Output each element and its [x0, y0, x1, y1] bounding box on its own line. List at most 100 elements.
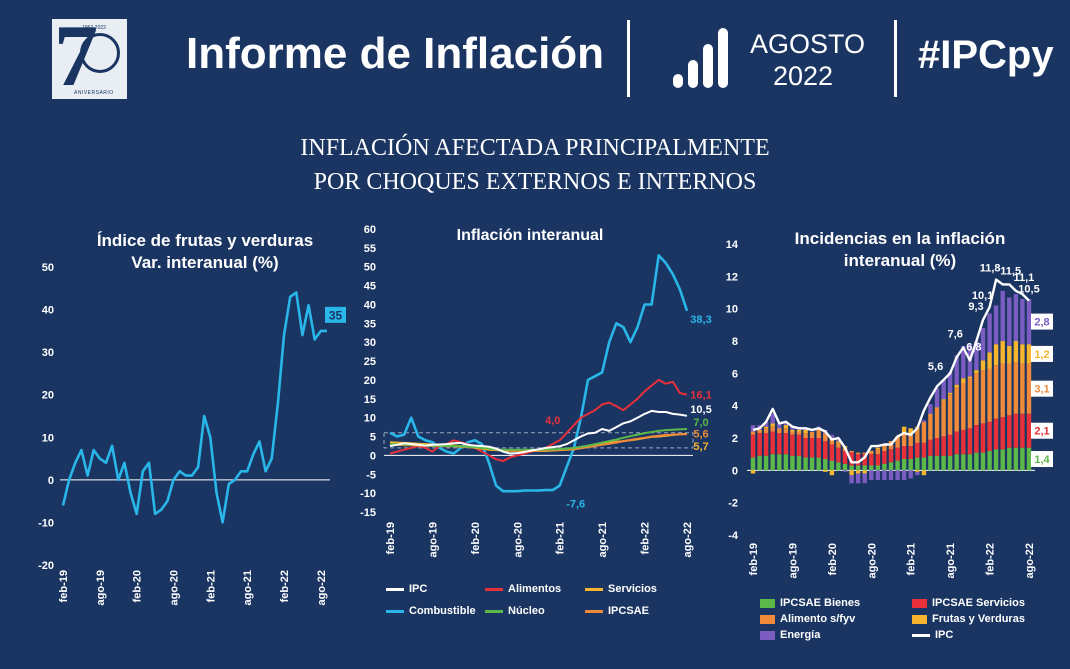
bar-segment: [849, 475, 854, 484]
legend-swatch: [912, 633, 930, 637]
bar-segment: [954, 355, 959, 385]
x-tick-label: feb-21: [555, 522, 567, 554]
chart3-subtitle: interanual (%): [843, 251, 957, 270]
bar-segment: [941, 455, 946, 471]
bar-segment: [823, 459, 828, 471]
bar-segment: [987, 421, 992, 451]
x-tick-label: feb-19: [385, 522, 397, 554]
bar-segment: [921, 421, 927, 443]
legend-ipc-line: IPC: [912, 629, 953, 641]
bar-segment: [763, 428, 769, 434]
y-tick-label: 40: [364, 299, 376, 311]
report-date: AGOSTO 2022: [750, 28, 865, 92]
headline: INFLACIÓN AFECTADA PRINCIPALMENTE POR CH…: [0, 131, 1070, 199]
bar-segment: [777, 433, 782, 455]
bar-segment: [1000, 417, 1005, 450]
bar-segment: [980, 423, 986, 453]
legend-swatch: [585, 609, 603, 613]
bar-segment: [829, 434, 835, 438]
bar-segment: [770, 426, 775, 432]
y-tick-label: 14: [726, 239, 739, 251]
y-tick-label: 0: [732, 465, 738, 477]
bar-segment: [829, 438, 835, 445]
x-tick-label: ago-20: [866, 543, 878, 578]
legend-nucleo: Núcleo: [485, 605, 545, 617]
x-tick-label: feb-21: [906, 543, 918, 575]
bar-segment: [862, 465, 867, 471]
bar-segment: [934, 387, 940, 408]
y-tick-label: 2: [732, 433, 738, 445]
bar-segment: [941, 379, 946, 400]
bar-segment: [901, 446, 907, 459]
bar-segment: [934, 407, 940, 408]
anniversary-logo: 7 1952-2022 ANIVERSARIO: [52, 13, 127, 101]
bar-segment: [1020, 344, 1025, 364]
bar-segment: [869, 450, 874, 455]
y-tick-label: 8: [732, 336, 738, 348]
x-tick-label: ago-20: [512, 522, 524, 557]
legend-swatch: [760, 630, 775, 640]
x-tick-label: ago-19: [95, 570, 107, 605]
y-tick-label: -10: [38, 517, 54, 529]
end-badge-label: 1,4: [1034, 454, 1050, 466]
bar-segment: [763, 421, 769, 427]
bar-segment: [928, 404, 933, 414]
headline-line-1: INFLACIÓN AFECTADA PRINCIPALMENTE: [300, 135, 770, 161]
bar-segment: [803, 438, 808, 458]
legend-swatch: [386, 609, 404, 613]
y-tick-label: -2: [728, 498, 738, 510]
bar-segment: [816, 457, 821, 471]
bar-segment: [980, 452, 986, 471]
bar-segment: [1007, 363, 1012, 416]
bar-segment: [803, 429, 808, 434]
y-tick-label: -5: [366, 469, 376, 481]
y-tick-label: 10: [726, 304, 738, 316]
bar-segment: [823, 433, 828, 442]
bar-segment: [777, 423, 782, 429]
bar-segment: [888, 462, 894, 471]
bar-segment: [1026, 413, 1032, 448]
bar-segment: [888, 470, 894, 480]
bar-segment: [757, 429, 762, 431]
bar-segment: [875, 470, 881, 480]
x-tick-label: feb-19: [748, 543, 760, 575]
ipc-point-label: 7,6: [948, 328, 963, 340]
bar-segment: [901, 426, 907, 435]
bar-segment: [862, 452, 867, 455]
end-badge-label: 3,1: [1034, 384, 1049, 396]
chart3-title-line1: Incidencias en la inflación: [794, 229, 1006, 248]
bar-segment: [750, 470, 756, 474]
bar-segment: [980, 360, 986, 371]
bar-segment: [980, 328, 986, 361]
bar-segment: [836, 442, 841, 448]
y-tick-label: 30: [364, 337, 376, 349]
bar-segment: [941, 400, 946, 437]
legend-label: Servicios: [608, 583, 657, 595]
bar-segment: [855, 454, 861, 466]
legend-ipcsae-servicios: IPCSAE Servicios: [912, 597, 1025, 609]
end-badge-label: 2,8: [1034, 317, 1049, 329]
last-value-badge: [325, 306, 346, 323]
bar-segment: [888, 449, 894, 463]
legend-label: IPC: [409, 583, 428, 595]
bar-segment: [961, 454, 966, 471]
bar-segment: [796, 455, 802, 471]
bar-segment: [980, 370, 986, 424]
bar-segment: [849, 465, 854, 471]
bar-segment: [915, 426, 920, 443]
bar-segment: [1013, 294, 1019, 341]
bar-segment: [993, 344, 999, 366]
bar-segment: [915, 442, 920, 458]
bar-segment: [855, 452, 861, 455]
annotation-label: 5,7: [693, 441, 708, 453]
bar-segment: [1026, 363, 1032, 414]
bar-segment: [816, 438, 821, 458]
bar-segment: [842, 450, 848, 464]
x-tick-label: feb-21: [205, 570, 217, 602]
bar-segment: [921, 442, 927, 458]
bar-segment: [987, 313, 992, 353]
bar-segment: [875, 465, 881, 471]
bar-segment: [947, 371, 953, 393]
bar-segment: [803, 457, 808, 471]
chart3-title: Incidencias en la inflación interanual (…: [760, 228, 1040, 272]
